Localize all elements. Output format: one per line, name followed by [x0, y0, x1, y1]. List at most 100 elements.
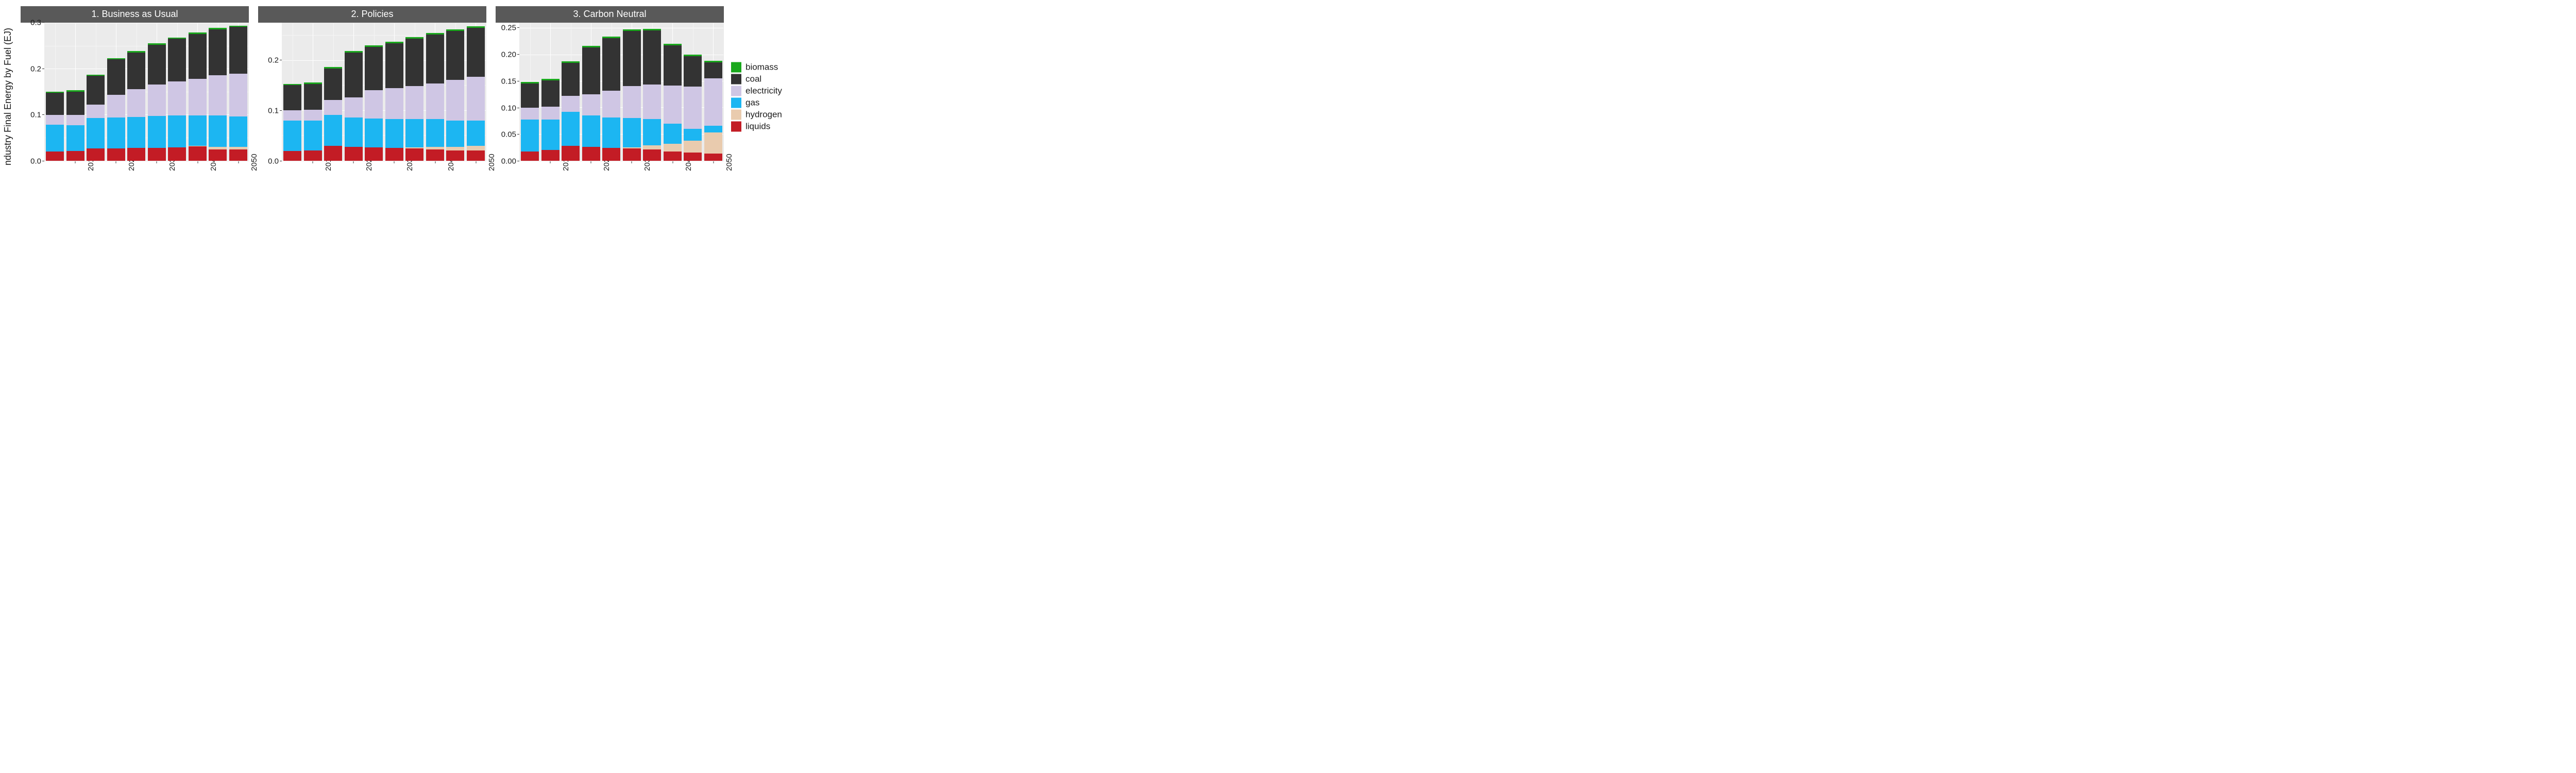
bar-stack — [345, 51, 363, 161]
bar-column — [683, 23, 703, 161]
bar-segment-coal — [541, 80, 560, 107]
bar-column — [425, 23, 446, 161]
bar-segment-liquids — [602, 148, 620, 161]
bar-segment-electricity — [46, 115, 64, 125]
legend-label: biomass — [745, 62, 778, 72]
bar-segment-coal — [664, 45, 682, 86]
plot-row: 0.00.10.20.3 — [21, 23, 249, 161]
bar-segment-coal — [684, 56, 702, 87]
bar-segment-gas — [582, 115, 600, 147]
bar-segment-coal — [209, 29, 227, 75]
bar-segment-gas — [324, 115, 342, 146]
legend-item-electricity: electricity — [731, 86, 808, 96]
bar-segment-electricity — [87, 105, 105, 119]
bar-segment-liquids — [541, 150, 560, 161]
bar-column — [106, 23, 127, 161]
bar-segment-gas — [345, 117, 363, 147]
legend-item-biomass: biomass — [731, 62, 808, 72]
bar-segment-coal — [521, 83, 539, 108]
bar-column — [561, 23, 581, 161]
bar-segment-coal — [87, 76, 105, 104]
bar-segment-liquids — [46, 152, 64, 161]
bar-segment-gas — [602, 117, 620, 148]
y-tick-label: 0.1 — [30, 111, 41, 120]
bar-segment-gas — [623, 118, 641, 148]
bar-stack — [283, 83, 301, 161]
bar-column — [208, 23, 228, 161]
bar-segment-gas — [684, 129, 702, 141]
bar-stack — [66, 90, 84, 161]
bar-segment-gas — [148, 116, 166, 148]
y-tick-label: 0.1 — [268, 107, 279, 115]
bar-segment-electricity — [209, 75, 227, 115]
y-axis-title-container: ndustry Final Energy by Fuel (EJ) — [1, 0, 15, 193]
bar-segment-gas — [643, 119, 661, 145]
bar-segment-coal — [127, 53, 145, 89]
bar-segment-electricity — [541, 107, 560, 120]
bar-segment-electricity — [66, 115, 84, 125]
bar-column — [601, 23, 622, 161]
y-tick-label: 0.2 — [30, 64, 41, 73]
bar-segment-gas — [446, 121, 464, 146]
bar-segment-liquids — [562, 146, 580, 161]
bar-stack — [704, 61, 722, 161]
bar-column — [404, 23, 425, 161]
bar-column — [344, 23, 364, 161]
bar-segment-electricity — [168, 81, 186, 115]
bar-segment-gas — [168, 115, 186, 147]
bar-segment-gas — [541, 120, 560, 150]
bar-stack — [385, 42, 403, 161]
bar-segment-liquids — [704, 154, 722, 161]
legend-swatch — [731, 86, 741, 96]
bar-segment-coal — [345, 53, 363, 97]
bar-segment-gas — [562, 112, 580, 146]
bar-segment-electricity — [562, 96, 580, 112]
bar-segment-coal — [467, 28, 485, 77]
y-tick-label: 0.3 — [30, 19, 41, 27]
y-axis-title: ndustry Final Energy by Fuel (EJ) — [3, 28, 14, 165]
bar-stack — [87, 75, 105, 161]
bar-stack — [562, 61, 580, 161]
legend-swatch — [731, 121, 741, 131]
bar-segment-coal — [189, 34, 207, 79]
bar-segment-gas — [107, 117, 125, 148]
bar-segment-gas — [385, 119, 403, 147]
bar-segment-electricity — [684, 87, 702, 129]
bar-segment-liquids — [148, 148, 166, 161]
bar-segment-gas — [664, 124, 682, 144]
bar-column — [364, 23, 384, 161]
panel-title: 1. Business as Usual — [21, 6, 249, 23]
x-axis: 20102020203020402050 — [258, 161, 486, 187]
bar-stack — [467, 26, 485, 161]
bar-stack — [324, 67, 342, 161]
x-axis: 20102020203020402050 — [496, 161, 724, 187]
bar-stack — [582, 46, 600, 161]
bar-segment-liquids — [643, 149, 661, 161]
bar-segment-liquids — [189, 146, 207, 161]
y-axis: 0.00.10.20.3 — [21, 23, 44, 161]
legend-swatch — [731, 109, 741, 120]
bar-segment-liquids — [345, 147, 363, 161]
bar-column — [384, 23, 405, 161]
bar-stack — [521, 82, 539, 161]
bar-segment-gas — [66, 125, 84, 152]
panels-row: 1. Business as Usual 0.00.10.2 0.3 20102020… — [21, 6, 724, 187]
bar-stack — [643, 29, 661, 161]
bar-segment-coal — [365, 47, 383, 90]
bar-segment-electricity — [467, 77, 485, 121]
plot-row: 0.00.10.2 — [258, 23, 486, 161]
plot-area — [519, 23, 724, 161]
bar-segment-electricity — [229, 74, 247, 116]
bar-segment-coal — [602, 38, 620, 91]
bar-column — [147, 23, 167, 161]
bar-stack — [127, 51, 145, 161]
x-axis-ticks: 20102020203020402050 — [519, 161, 724, 187]
bar-column — [581, 23, 602, 161]
bar-segment-gas — [127, 117, 145, 148]
bar-stack — [209, 28, 227, 161]
bar-segment-coal — [168, 39, 186, 81]
bar-segment-liquids — [87, 148, 105, 161]
legend-swatch — [731, 62, 741, 72]
bar-segment-liquids — [66, 151, 84, 161]
bar-segment-coal — [562, 63, 580, 96]
